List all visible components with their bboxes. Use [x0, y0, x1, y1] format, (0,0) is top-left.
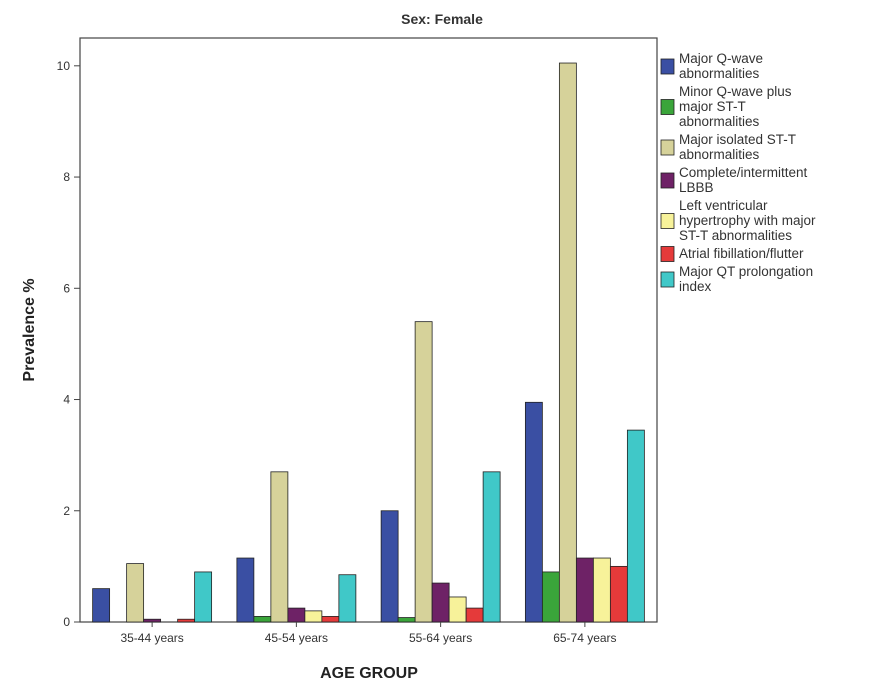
- bar: [177, 618, 196, 623]
- bar: [321, 616, 340, 623]
- legend-swatch: [660, 246, 675, 262]
- bar: [448, 596, 467, 623]
- bar: [558, 62, 577, 623]
- bar: [287, 607, 306, 623]
- legend-label: hypertrophy with major: [679, 213, 816, 228]
- x-axis-label: AGE GROUP: [320, 665, 418, 682]
- legend-label: Major isolated ST-T: [679, 132, 796, 147]
- chart-title: Sex: Female: [401, 11, 483, 27]
- bar: [465, 607, 484, 623]
- legend-label: LBBB: [679, 180, 714, 195]
- legend-label: Major Q-wave: [679, 51, 763, 66]
- y-tick-label: 2: [63, 504, 70, 518]
- bar: [524, 401, 543, 623]
- legend-label: major ST-T: [679, 99, 746, 114]
- legend-swatch: [660, 139, 675, 156]
- y-tick-label: 10: [57, 59, 71, 73]
- legend-swatch: [660, 172, 675, 189]
- legend-swatch: [660, 99, 675, 115]
- legend-label: abnormalities: [679, 147, 760, 162]
- y-tick-label: 4: [63, 393, 70, 407]
- bar: [626, 429, 645, 623]
- bar: [541, 571, 560, 623]
- bar: [143, 618, 162, 623]
- bar: [304, 610, 323, 623]
- legend-label: Minor Q-wave plus: [679, 84, 792, 99]
- bar: [575, 557, 594, 623]
- y-axis: 0 2 4 6 8 10: [57, 59, 80, 629]
- bar: [380, 510, 399, 623]
- bar: [338, 574, 357, 623]
- y-tick-label: 0: [63, 615, 70, 629]
- y-axis-label: Prevalence %: [21, 278, 38, 381]
- bar: [92, 588, 111, 623]
- x-tick-label: 65-74 years: [553, 631, 616, 645]
- x-tick-label: 45-54 years: [265, 631, 328, 645]
- y-tick-label: 6: [63, 281, 70, 295]
- x-tick-label: 55-64 years: [409, 631, 472, 645]
- bar: [482, 471, 501, 623]
- bar: [431, 582, 450, 623]
- bar: [592, 557, 611, 623]
- bar: [270, 471, 289, 623]
- legend-label: Left ventricular: [679, 198, 768, 213]
- bar: [397, 617, 416, 623]
- x-tick-label: 35-44 years: [120, 631, 183, 645]
- legend-swatch: [660, 271, 675, 288]
- legend-label: ST-T abnormalities: [679, 228, 792, 243]
- legend-label: index: [679, 279, 712, 294]
- legend-swatch: [660, 58, 675, 75]
- legend-label: Atrial fibillation/flutter: [679, 246, 804, 261]
- legend-label: abnormalities: [679, 66, 760, 81]
- legend-label: Major QT prolongation: [679, 264, 813, 279]
- bar: [194, 571, 213, 623]
- bar: [126, 563, 145, 623]
- x-axis: 35-44 years 45-54 years 55-64 years 65-74 y…: [120, 622, 617, 645]
- bar: [236, 557, 255, 623]
- bar: [609, 565, 628, 623]
- legend-label: Complete/intermittent: [679, 165, 808, 180]
- y-tick-label: 8: [63, 170, 70, 184]
- bar: [253, 616, 272, 623]
- bar: [414, 321, 433, 623]
- legend-label: abnormalities: [679, 114, 760, 129]
- bars: [92, 62, 645, 623]
- legend-swatch: [660, 213, 675, 229]
